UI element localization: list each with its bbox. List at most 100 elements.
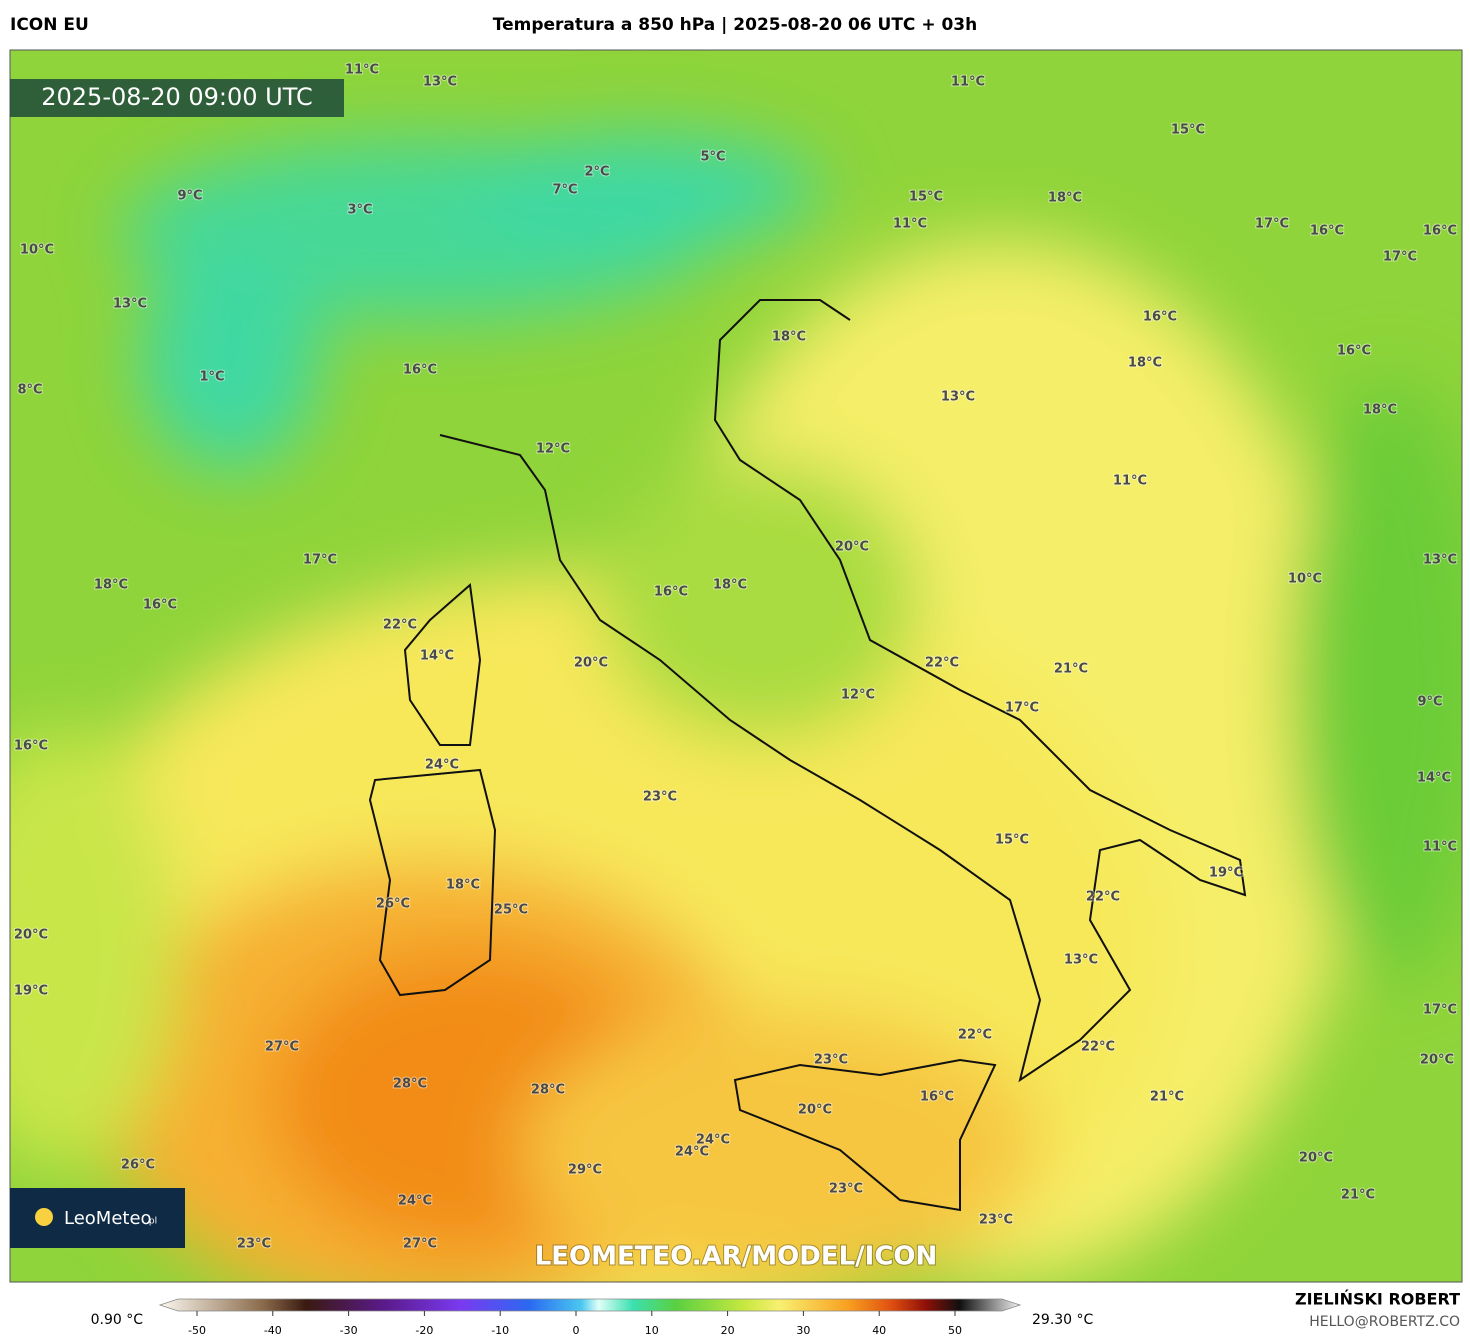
temperature-label: 23°C [237, 1237, 271, 1252]
temperature-label: 18°C [772, 330, 806, 345]
temperature-label: 7°C [552, 183, 577, 198]
colorbar-tick-label: 10 [645, 1324, 659, 1337]
temperature-label: 20°C [1299, 1151, 1333, 1166]
temperature-label: 15°C [909, 190, 943, 205]
temperature-label: 8°C [17, 383, 42, 398]
temperature-label: 18°C [1363, 403, 1397, 418]
temperature-label: 27°C [403, 1237, 437, 1252]
colorbar-tick-label: 50 [948, 1324, 962, 1337]
temperature-label: 24°C [675, 1145, 709, 1160]
colorbar-tick-label: -10 [491, 1324, 509, 1337]
colorbar-tick-label: -40 [264, 1324, 282, 1337]
temperature-label: 18°C [713, 578, 747, 593]
temperature-label: 9°C [177, 189, 202, 204]
temperature-label: 22°C [383, 618, 417, 633]
temperature-label: 28°C [531, 1083, 565, 1098]
temperature-label: 23°C [814, 1053, 848, 1068]
temperature-label: 13°C [113, 297, 147, 312]
model-name: ICON EU [10, 15, 89, 35]
temperature-label: 5°C [700, 150, 725, 165]
temperature-label: 1°C [199, 370, 224, 385]
temperature-label: 3°C [347, 203, 372, 218]
temperature-label: 21°C [1054, 662, 1088, 677]
temperature-label: 23°C [643, 790, 677, 805]
temperature-label: 16°C [654, 585, 688, 600]
temperature-label: 16°C [143, 598, 177, 613]
temperature-label: 15°C [995, 833, 1029, 848]
temperature-label: 20°C [1420, 1053, 1454, 1068]
colorbar-tick-label: -30 [340, 1324, 358, 1337]
colorbar-tick-label: 0 [573, 1324, 580, 1337]
temperature-label: 13°C [423, 75, 457, 90]
colorbar-max: 29.30 °C [1032, 1312, 1094, 1328]
temperature-label: 16°C [14, 739, 48, 754]
colorbar [158, 1298, 1022, 1312]
temperature-label: 22°C [925, 656, 959, 671]
temperature-label: 10°C [1288, 572, 1322, 587]
temperature-label: 13°C [1064, 953, 1098, 968]
temperature-label: 12°C [536, 442, 570, 457]
timestamp: 2025-08-20 09:00 UTC [41, 83, 312, 111]
temperature-label: 20°C [835, 540, 869, 555]
colorbar-tick-label: 20 [721, 1324, 735, 1337]
watermark: LEOMETEO.AR/MODEL/ICON [535, 1242, 938, 1272]
temperature-label: 16°C [1337, 344, 1371, 359]
temperature-label: 16°C [1143, 310, 1177, 325]
temperature-label: 14°C [420, 649, 454, 664]
temperature-label: 11°C [893, 217, 927, 232]
temperature-label: 19°C [14, 984, 48, 999]
temperature-label: 9°C [1417, 695, 1442, 710]
logo-name: LeoMeteo [64, 1208, 152, 1229]
temperature-label: 13°C [941, 390, 975, 405]
colorbar-tick-label: -20 [415, 1324, 433, 1337]
temperature-label: 14°C [1417, 771, 1451, 786]
temperature-label: 19°C [1209, 866, 1243, 881]
temperature-label: 29°C [568, 1163, 602, 1178]
temperature-label: 16°C [920, 1090, 954, 1105]
temperature-label: 17°C [303, 553, 337, 568]
credit-author: ZIELIŃSKI ROBERT [1295, 1290, 1460, 1309]
temperature-label: 2°C [584, 165, 609, 180]
temperature-label: 11°C [1113, 474, 1147, 489]
temperature-label: 20°C [14, 928, 48, 943]
temperature-label: 20°C [798, 1103, 832, 1118]
temperature-label: 18°C [94, 578, 128, 593]
temperature-label: 23°C [829, 1182, 863, 1197]
temperature-label: 28°C [393, 1077, 427, 1092]
temperature-label: 10°C [20, 243, 54, 258]
temperature-label: 18°C [1048, 191, 1082, 206]
logo-suffix: .pl [146, 1217, 157, 1227]
temperature-label: 24°C [425, 758, 459, 773]
temperature-label: 17°C [1255, 217, 1289, 232]
map-title: Temperatura a 850 hPa | 2025-08-20 06 UT… [493, 15, 978, 35]
credit-email: HELLO@ROBERTZ.CO [1309, 1314, 1460, 1330]
temperature-label: 11°C [1423, 840, 1457, 855]
temperature-label: 18°C [446, 878, 480, 893]
colorbar-min: 0.90 °C [91, 1312, 144, 1328]
temperature-label: 11°C [951, 75, 985, 90]
temperature-label: 18°C [1128, 356, 1162, 371]
temperature-label: 22°C [958, 1028, 992, 1043]
temperature-label: 17°C [1383, 250, 1417, 265]
temperature-label: 16°C [1310, 224, 1344, 239]
colorbar-tick-label: -50 [188, 1324, 206, 1337]
temperature-label: 13°C [1423, 553, 1457, 568]
temperature-label: 21°C [1150, 1090, 1184, 1105]
temperature-label: 22°C [1081, 1040, 1115, 1055]
temperature-label: 26°C [121, 1158, 155, 1173]
temperature-label: 22°C [1086, 890, 1120, 905]
temperature-label: 20°C [574, 656, 608, 671]
temperature-label: 27°C [265, 1040, 299, 1055]
map: 11°C 13°C 11°C 15°C 5°C 2°C 7°C 9°C 15°C 18°C 3°C 1… [10, 50, 1462, 1282]
temperature-label: 24°C [696, 1133, 730, 1148]
temperature-label: 12°C [841, 688, 875, 703]
temperature-label: 16°C [403, 363, 437, 378]
colorbar-tick-label: 40 [872, 1324, 886, 1337]
temperature-label: 24°C [398, 1194, 432, 1209]
colorbar-tick-label: 30 [796, 1324, 810, 1337]
temperature-label: 16°C [1423, 224, 1457, 239]
temperature-label: 11°C [345, 63, 379, 78]
temperature-label: 21°C [1341, 1188, 1375, 1203]
